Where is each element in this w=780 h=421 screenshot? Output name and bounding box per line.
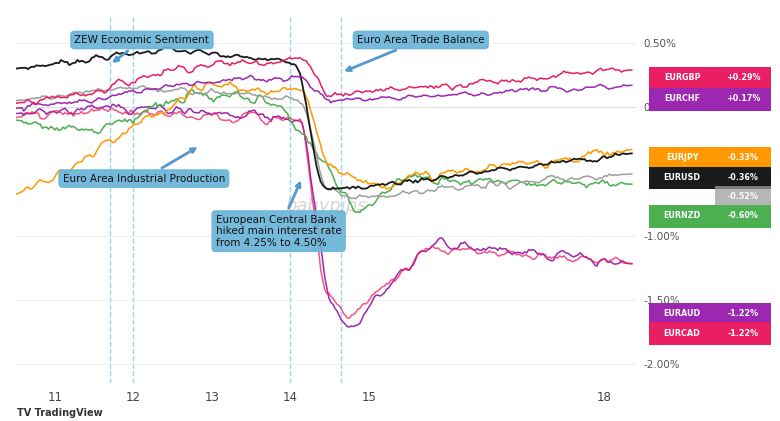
Text: babypips: babypips — [285, 197, 367, 215]
Text: 𝗧𝗩 TradingView: 𝗧𝗩 TradingView — [17, 408, 103, 418]
Text: European Central Bank
hiked main interest rate
from 4.25% to 4.50%: European Central Bank hiked main interes… — [216, 183, 342, 248]
Text: EURAUD: EURAUD — [664, 309, 700, 318]
Text: -0.60%: -0.60% — [728, 211, 759, 220]
Text: -1.22%: -1.22% — [728, 328, 759, 338]
Text: EURUSD: EURUSD — [664, 173, 700, 182]
Text: -1.22%: -1.22% — [728, 309, 759, 318]
Text: EURCHF: EURCHF — [664, 94, 700, 103]
Text: EURNZD: EURNZD — [664, 211, 700, 220]
Text: -0.36%: -0.36% — [728, 173, 759, 182]
Text: -0.33%: -0.33% — [728, 153, 759, 162]
Text: -0.52%: -0.52% — [728, 192, 759, 201]
Text: EURCAD: EURCAD — [664, 328, 700, 338]
Text: +0.17%: +0.17% — [726, 94, 760, 103]
Text: EURJPY: EURJPY — [666, 153, 698, 162]
Text: ZEW Economic Sentiment: ZEW Economic Sentiment — [74, 35, 209, 61]
Text: Euro Area Industrial Production: Euro Area Industrial Production — [62, 149, 225, 184]
Text: Euro Area Trade Balance: Euro Area Trade Balance — [347, 35, 484, 71]
Text: EURGBP: EURGBP — [664, 73, 700, 82]
Text: +0.29%: +0.29% — [726, 73, 760, 82]
